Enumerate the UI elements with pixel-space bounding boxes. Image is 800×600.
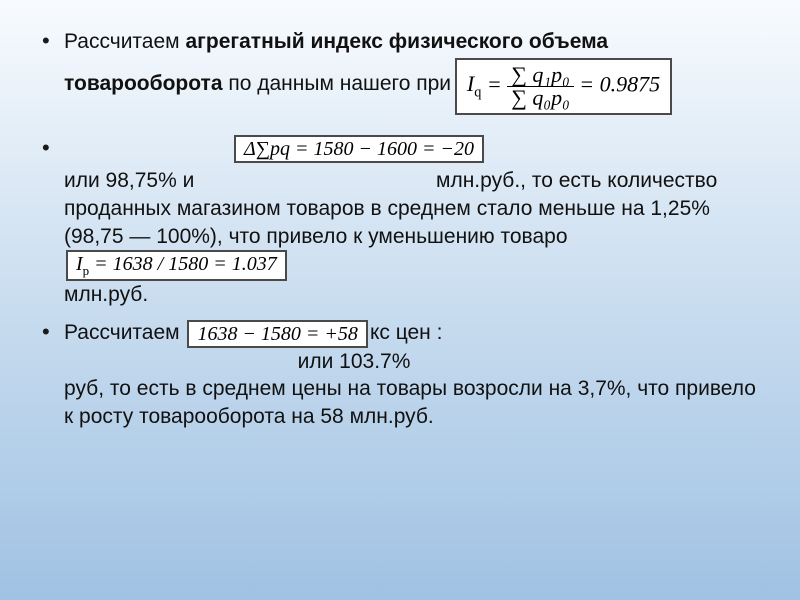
- bullet-1-prefix: Рассчитаем: [64, 30, 185, 53]
- bullet-1-suffix: по данным нашего при: [223, 72, 452, 95]
- formula-iq-box: Iq = ∑ q₁p₀∑ q₀p₀ = 0.9875: [455, 58, 672, 115]
- slide: Рассчитаем агрегатный индекс физического…: [0, 0, 800, 600]
- formula-iq-result: = 0.9875: [574, 71, 660, 96]
- bullet-1: Рассчитаем агрегатный индекс физического…: [36, 28, 764, 125]
- formula-diff-box: 1638 − 1580 = +58: [187, 320, 368, 348]
- formula-ip-text: = 1638 / 1580 = 1.037: [89, 253, 277, 275]
- formula-delta-box: Δ∑pq = 1580 − 1600 = −20: [234, 135, 484, 163]
- bullet-3-before: Рассчитаем: [64, 321, 185, 344]
- formula-iq-num: ∑ q₁p₀: [507, 64, 573, 87]
- formula-diff-text: 1638 − 1580 = +58: [197, 323, 358, 345]
- bullet-3-line2: или 103.7%: [64, 348, 764, 376]
- formula-iq-lhs: Iq: [467, 71, 481, 96]
- bullet-2: Δ∑pq = 1580 − 1600 = −20 или 98,75% и мл…: [36, 135, 764, 309]
- formula-iq-frac: ∑ q₁p₀∑ q₀p₀: [507, 64, 573, 109]
- formula-ip-lhs-sym: I: [76, 253, 83, 275]
- formula-ip-box: Ip = 1638 / 1580 = 1.037: [66, 250, 287, 281]
- bullet-3-rest: руб, то есть в среднем цены на товары во…: [64, 377, 756, 428]
- formula-iq-den: ∑ q₀p₀: [507, 87, 573, 109]
- bullet-list: Рассчитаем агрегатный индекс физического…: [36, 28, 764, 431]
- spacer-2: [64, 119, 764, 125]
- formula-ip-lhs: Ip: [76, 253, 89, 275]
- bullet-2-before: или 98,75% и: [64, 169, 200, 192]
- bullet-2-after-ip: млн.руб.: [64, 283, 148, 306]
- delta-row: Δ∑pq = 1580 − 1600 = −20: [234, 135, 764, 163]
- formula-delta-text: Δ∑pq = 1580 − 1600 = −20: [244, 138, 474, 160]
- bullet-3-line2-text: или 103.7%: [298, 350, 411, 373]
- bullet-3: Рассчитаем 1638 − 1580 = +58 кс цен : ил…: [36, 319, 764, 431]
- formula-iq-eq: =: [481, 71, 507, 96]
- bullet-3-after: кс цен :: [370, 321, 443, 344]
